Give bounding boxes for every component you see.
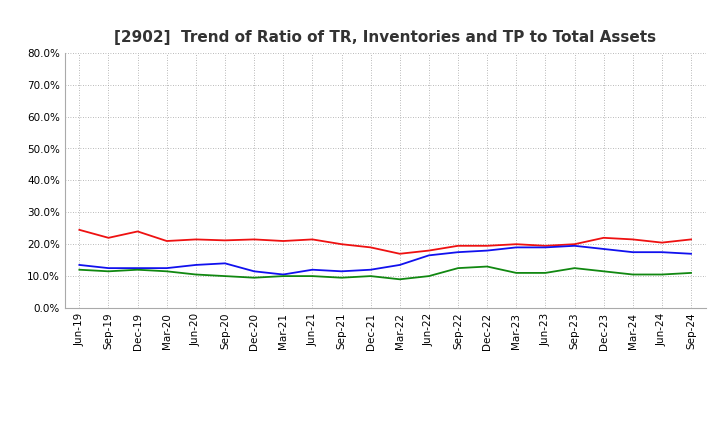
Trade Payables bbox=[308, 273, 317, 279]
Trade Receivables bbox=[599, 235, 608, 240]
Inventories bbox=[133, 265, 142, 271]
Trade Payables bbox=[541, 270, 550, 275]
Trade Payables bbox=[337, 275, 346, 280]
Inventories bbox=[337, 269, 346, 274]
Inventories bbox=[454, 249, 462, 255]
Trade Payables bbox=[629, 272, 637, 277]
Inventories bbox=[541, 245, 550, 250]
Trade Payables bbox=[512, 270, 521, 275]
Trade Receivables bbox=[337, 242, 346, 247]
Title: [2902]  Trend of Ratio of TR, Inventories and TP to Total Assets: [2902] Trend of Ratio of TR, Inventories… bbox=[114, 29, 656, 45]
Inventories bbox=[629, 249, 637, 255]
Trade Receivables bbox=[395, 251, 404, 257]
Trade Receivables bbox=[220, 238, 229, 243]
Trade Receivables bbox=[133, 229, 142, 234]
Trade Payables bbox=[425, 273, 433, 279]
Trade Receivables bbox=[250, 237, 258, 242]
Trade Payables bbox=[75, 267, 84, 272]
Trade Payables bbox=[192, 272, 200, 277]
Trade Payables bbox=[483, 264, 492, 269]
Line: Trade Receivables: Trade Receivables bbox=[79, 230, 691, 254]
Trade Receivables bbox=[104, 235, 113, 240]
Inventories bbox=[657, 249, 666, 255]
Trade Receivables bbox=[279, 238, 287, 244]
Inventories bbox=[599, 246, 608, 252]
Inventories bbox=[366, 267, 375, 272]
Trade Receivables bbox=[657, 240, 666, 245]
Line: Trade Payables: Trade Payables bbox=[79, 267, 691, 279]
Trade Payables bbox=[366, 273, 375, 279]
Trade Receivables bbox=[308, 237, 317, 242]
Trade Payables bbox=[133, 267, 142, 272]
Trade Receivables bbox=[163, 238, 171, 244]
Trade Payables bbox=[599, 269, 608, 274]
Inventories bbox=[163, 265, 171, 271]
Trade Payables bbox=[279, 273, 287, 279]
Trade Payables bbox=[454, 265, 462, 271]
Inventories bbox=[279, 272, 287, 277]
Trade Receivables bbox=[629, 237, 637, 242]
Trade Receivables bbox=[366, 245, 375, 250]
Inventories bbox=[104, 265, 113, 271]
Trade Receivables bbox=[512, 242, 521, 247]
Inventories bbox=[395, 262, 404, 268]
Trade Receivables bbox=[541, 243, 550, 249]
Trade Payables bbox=[250, 275, 258, 280]
Inventories bbox=[220, 260, 229, 266]
Line: Inventories: Inventories bbox=[79, 246, 691, 275]
Trade Receivables bbox=[454, 243, 462, 249]
Inventories bbox=[512, 245, 521, 250]
Trade Receivables bbox=[425, 248, 433, 253]
Trade Payables bbox=[395, 277, 404, 282]
Inventories bbox=[425, 253, 433, 258]
Trade Receivables bbox=[483, 243, 492, 249]
Trade Receivables bbox=[75, 227, 84, 232]
Trade Payables bbox=[220, 273, 229, 279]
Inventories bbox=[308, 267, 317, 272]
Trade Payables bbox=[104, 269, 113, 274]
Inventories bbox=[192, 262, 200, 268]
Inventories bbox=[687, 251, 696, 257]
Inventories bbox=[483, 248, 492, 253]
Inventories bbox=[570, 243, 579, 249]
Trade Payables bbox=[163, 269, 171, 274]
Trade Receivables bbox=[570, 242, 579, 247]
Inventories bbox=[250, 269, 258, 274]
Trade Receivables bbox=[192, 237, 200, 242]
Trade Receivables bbox=[687, 237, 696, 242]
Trade Payables bbox=[687, 270, 696, 275]
Inventories bbox=[75, 262, 84, 268]
Trade Payables bbox=[570, 265, 579, 271]
Trade Payables bbox=[657, 272, 666, 277]
